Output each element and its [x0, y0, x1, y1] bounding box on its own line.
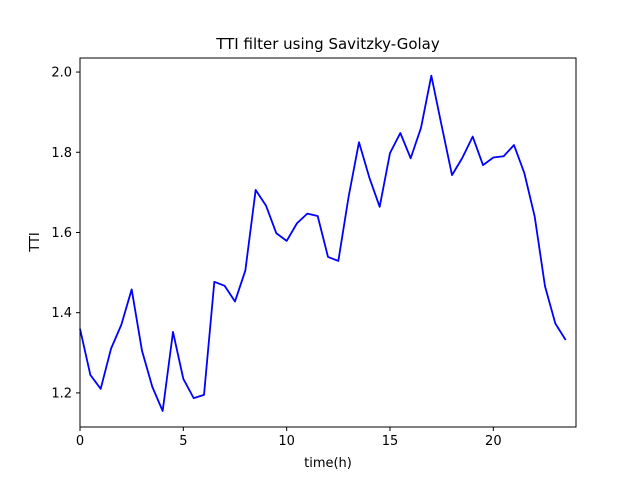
series-line [79, 74, 567, 412]
axes-frame [79, 57, 577, 428]
x-axis-label: time(h) [304, 456, 352, 471]
y-tick-label: 1.6 [51, 226, 72, 241]
y-tick-label: 2.0 [51, 66, 72, 81]
y-tick-label: 1.8 [51, 146, 72, 161]
x-tick-label: 20 [485, 434, 502, 449]
y-tick-label: 1.4 [51, 306, 72, 321]
y-axis-label: TTI [28, 232, 43, 253]
y-tick-label: 1.2 [51, 386, 72, 401]
y-axis: 1.2 1.4 1.6 1.8 2.0 [51, 66, 80, 401]
x-tick-label: 0 [76, 434, 84, 449]
x-axis: 0 5 10 15 20 [76, 427, 502, 449]
x-tick-label: 5 [179, 434, 187, 449]
chart-title: TTI filter using Savitzky-Golay [215, 35, 440, 53]
x-tick-label: 10 [278, 434, 295, 449]
x-tick-label: 15 [382, 434, 399, 449]
plot-area [79, 74, 567, 412]
